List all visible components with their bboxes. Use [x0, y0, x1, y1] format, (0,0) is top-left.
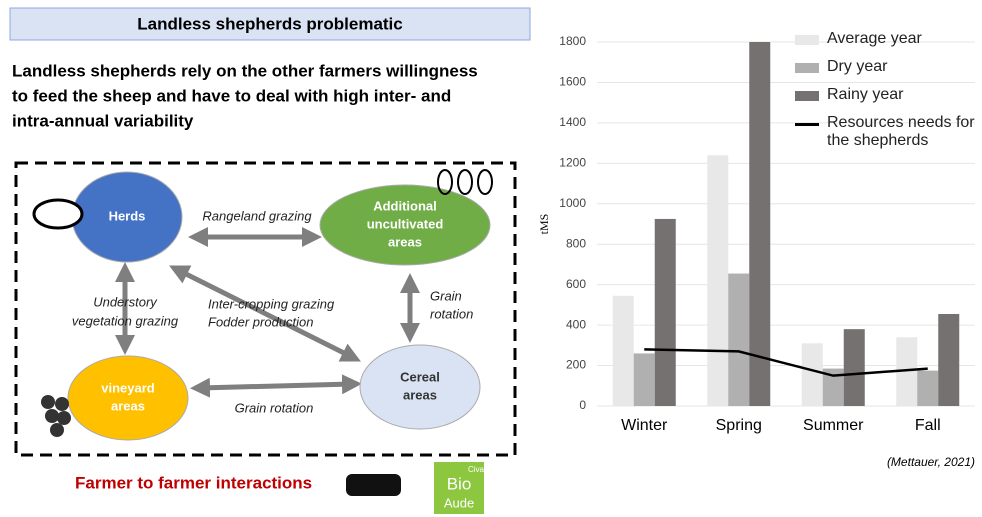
- node-label: Cereal: [400, 369, 440, 384]
- node-label: areas: [388, 234, 422, 249]
- x-tick-label: Summer: [803, 417, 864, 434]
- logo-text: Aude: [444, 495, 474, 510]
- y-axis-label: tMS: [537, 214, 551, 235]
- legend: Average year Dry year Rainy year Resources …: [795, 30, 975, 160]
- logo-text: Civam: [468, 465, 491, 474]
- node-label: Additional: [373, 198, 437, 213]
- bar: [633, 353, 655, 406]
- legend-entry: Rainy year: [795, 86, 975, 104]
- x-tick-label: Winter: [621, 417, 668, 434]
- handshake-icon: [346, 474, 401, 496]
- edge-label: Understory: [93, 294, 158, 309]
- arrow: [190, 374, 362, 398]
- legend-label: Average year: [827, 30, 922, 47]
- edge-label: Grain rotation: [235, 400, 314, 415]
- tree-icon: [437, 169, 493, 195]
- node: [319, 184, 491, 266]
- x-tick-label: Spring: [716, 417, 762, 434]
- legend-swatch: [795, 91, 819, 101]
- bar: [843, 329, 865, 406]
- grape-icon: [41, 395, 71, 437]
- node-label: areas: [111, 398, 145, 413]
- node: [67, 355, 189, 441]
- bar: [749, 42, 771, 406]
- legend-label: Resources needs for the shepherds: [827, 114, 975, 149]
- legend-swatch: [795, 63, 819, 73]
- y-tick-label: 600: [566, 277, 586, 291]
- node-label: vineyard: [101, 380, 155, 395]
- y-tick-label: 1400: [559, 115, 586, 129]
- bar: [917, 370, 939, 406]
- bar: [707, 155, 729, 406]
- logo: [434, 462, 484, 514]
- bar: [801, 343, 823, 406]
- edge-label: rotation: [430, 306, 473, 321]
- node-label: uncultivated: [367, 216, 444, 231]
- sheep-icon: [32, 198, 84, 230]
- legend-entry: Dry year: [795, 58, 975, 76]
- edge-label: vegetation grazing: [72, 313, 179, 328]
- bar: [938, 313, 960, 406]
- legend-entry: Resources needs for the shepherds: [795, 114, 975, 150]
- legend-label: Rainy year: [827, 86, 904, 103]
- y-tick-label: 200: [566, 358, 586, 372]
- subtitle: to feed the sheep and have to deal with …: [12, 86, 451, 105]
- legend-swatch: [795, 123, 819, 126]
- diagram-frame: [14, 161, 517, 457]
- arrow: [169, 265, 361, 362]
- x-tick-label: Fall: [915, 417, 941, 434]
- line: [644, 348, 928, 377]
- y-tick-label: 1800: [559, 34, 586, 48]
- legend-entry: Average year: [795, 30, 975, 48]
- arrows: [115, 227, 420, 398]
- subtitle: intra-annual variability: [12, 111, 194, 130]
- legend-swatch: [795, 35, 819, 45]
- bar: [896, 337, 918, 406]
- node: [359, 344, 481, 430]
- footer-text: Farmer to farmer interactions: [75, 473, 312, 492]
- logo-text: Bio: [447, 474, 472, 493]
- y-tick-label: 1200: [559, 156, 586, 170]
- bar: [612, 295, 634, 406]
- edge-label: Inter-cropping grazing: [208, 296, 335, 311]
- node-label: areas: [403, 387, 437, 402]
- source: (Mettauer, 2021): [887, 455, 975, 469]
- y-tick-label: 400: [566, 317, 586, 331]
- edge-label: Rangeland grazing: [202, 208, 312, 223]
- edge-label: Grain: [430, 288, 462, 303]
- y-tick-label: 1600: [559, 75, 586, 89]
- y-tick-label: 800: [566, 236, 586, 250]
- bar: [654, 218, 676, 406]
- title: Landless shepherds problematic: [137, 14, 402, 33]
- title-box: [9, 7, 531, 41]
- bar: [822, 368, 844, 406]
- edge-label: Fodder production: [208, 314, 314, 329]
- node-label: Herds: [109, 208, 146, 223]
- subtitle: Landless shepherds rely on the other far…: [12, 61, 478, 80]
- legend-label: Dry year: [827, 58, 888, 75]
- bar: [728, 273, 750, 406]
- y-tick-label: 0: [579, 398, 586, 412]
- y-tick-label: 1000: [559, 196, 586, 210]
